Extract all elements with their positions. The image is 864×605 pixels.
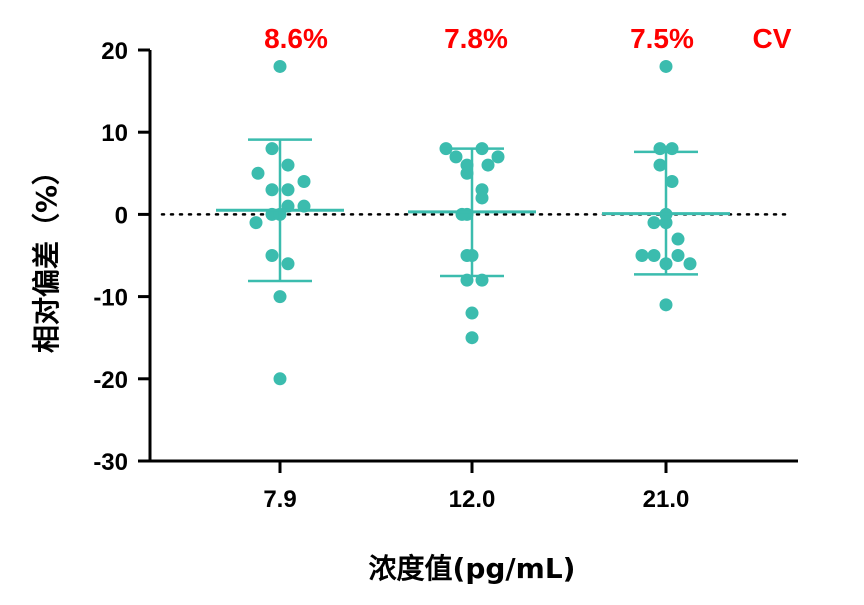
data-point [251,166,265,180]
y-tick-label: 10 [101,120,128,147]
data-point [647,216,661,230]
data-point [281,257,295,271]
x-tick-label: 12.0 [449,486,496,513]
group-7.9 [216,59,344,386]
data-groups [216,59,730,386]
data-point [465,306,479,320]
y-tick-label: 20 [101,38,128,65]
group-12.0 [408,142,536,345]
y-tick-label: -20 [93,367,128,394]
data-point [491,150,505,164]
cv-value-label: 7.8% [444,23,508,54]
x-tick-label: 21.0 [643,486,690,513]
x-tick-label: 7.9 [263,486,296,513]
group-21.0 [602,59,730,312]
data-point [265,249,279,262]
data-point [265,142,279,156]
data-point [449,150,463,164]
cv-value-label: 8.6% [264,23,328,54]
data-point [273,290,287,304]
y-ticks: 20 10 0 -10 -20 -30 [93,38,150,476]
x-axis-title: 浓度值(pg/mL) [369,552,576,585]
data-point [281,183,295,197]
y-axis-title: 相对偏差（%） [30,157,63,353]
cv-value-label: 7.5% [630,23,694,54]
data-point [659,59,673,73]
data-point [265,183,279,197]
data-point [665,175,679,189]
y-tick-label: 0 [115,202,128,229]
data-point [460,166,474,180]
cv-labels: 8.6% 7.8% 7.5% CV [264,23,792,54]
data-point [683,257,697,271]
data-point [665,142,679,156]
data-point [460,249,474,262]
data-point [647,249,661,262]
y-tick-label: -10 [93,285,128,312]
x-ticks: 7.9 12.0 21.0 [263,461,689,513]
cv-legend-label: CV [753,23,792,54]
y-tick-label: -30 [93,449,128,476]
data-point [671,232,685,246]
data-point [273,59,287,73]
data-point [653,158,667,172]
data-point [465,331,479,345]
data-point [653,142,667,156]
data-point [659,298,673,312]
data-point [635,249,649,262]
axes [148,50,798,463]
data-point [671,249,685,262]
data-point [297,175,311,189]
data-point [481,158,495,172]
data-point [475,191,489,205]
data-point [455,207,469,221]
data-point [249,216,263,230]
data-point [281,158,295,172]
data-point [273,372,287,386]
